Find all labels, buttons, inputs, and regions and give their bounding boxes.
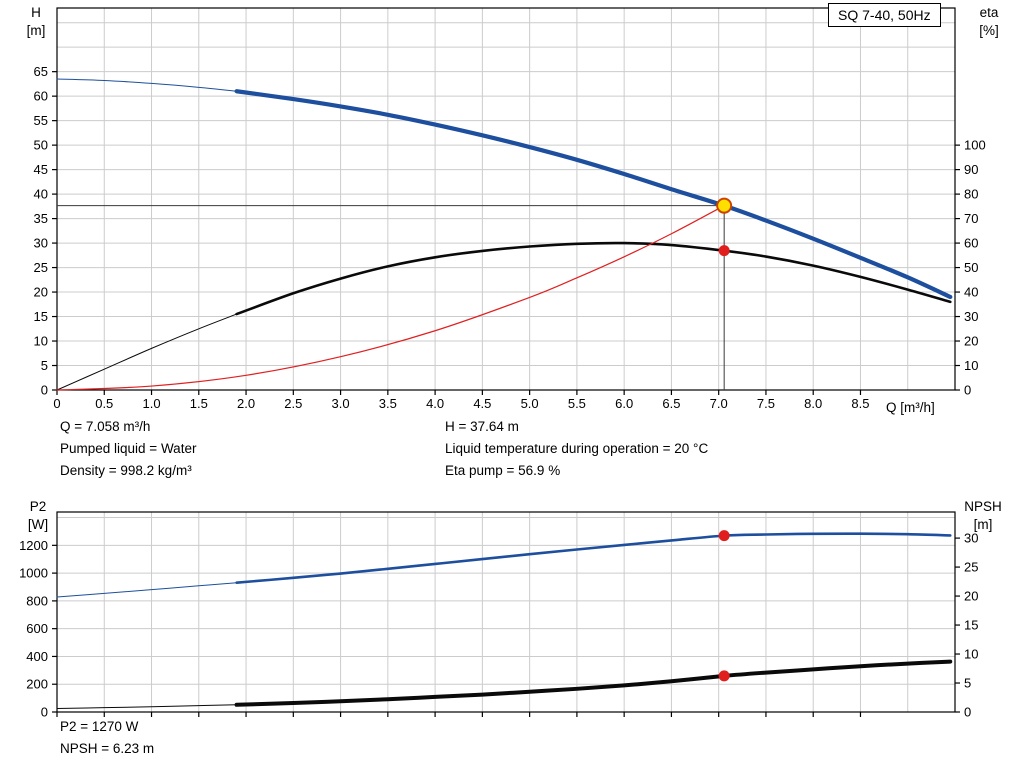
svg-text:25: 25 — [34, 260, 48, 275]
svg-text:3.5: 3.5 — [379, 396, 397, 411]
system-curve — [56, 205, 725, 391]
svg-text:35: 35 — [34, 211, 48, 226]
p2-axis-label: P2 — [29, 499, 47, 514]
svg-text:5: 5 — [41, 358, 48, 373]
svg-text:70: 70 — [964, 211, 978, 226]
annotation-density: Density = 998.2 kg/m³ — [60, 463, 192, 478]
svg-text:30: 30 — [34, 236, 48, 251]
svg-text:60: 60 — [964, 236, 978, 251]
svg-text:60: 60 — [34, 89, 48, 104]
svg-text:45: 45 — [34, 162, 48, 177]
duty-point-marker — [716, 197, 733, 214]
efficiency-curve — [235, 241, 952, 316]
svg-text:0: 0 — [41, 383, 48, 398]
svg-text:7.5: 7.5 — [757, 396, 775, 411]
npsh-axis-unit: [m] — [973, 517, 993, 532]
head-curve — [234, 89, 953, 300]
svg-text:6.0: 6.0 — [615, 396, 633, 411]
eta-axis-unit: [%] — [979, 23, 999, 38]
svg-text:5.5: 5.5 — [568, 396, 586, 411]
svg-text:2.5: 2.5 — [284, 396, 302, 411]
annotation-liquid-temperature: Liquid temperature during operation = 20… — [445, 441, 709, 456]
svg-text:50: 50 — [34, 138, 48, 153]
pump-model-title: SQ 7-40, 50Hz — [838, 7, 931, 23]
svg-text:25: 25 — [964, 560, 978, 575]
svg-text:5: 5 — [964, 676, 971, 691]
svg-text:200: 200 — [26, 677, 48, 692]
p2-axis-unit: [W] — [27, 517, 49, 532]
annotation-head: H = 37.64 m — [445, 419, 519, 434]
svg-text:0: 0 — [964, 705, 971, 720]
npsh-curve — [234, 659, 953, 707]
svg-text:65: 65 — [34, 64, 48, 79]
svg-text:1200: 1200 — [19, 538, 48, 553]
svg-text:3.0: 3.0 — [332, 396, 350, 411]
svg-text:800: 800 — [26, 593, 48, 608]
npsh-point-marker — [718, 670, 730, 682]
svg-text:1000: 1000 — [19, 566, 48, 581]
annotation-flow: Q = 7.058 m³/h — [60, 419, 151, 434]
svg-text:0: 0 — [964, 383, 971, 398]
svg-text:20: 20 — [34, 285, 48, 300]
eta-point-marker — [718, 245, 730, 257]
svg-text:0.5: 0.5 — [95, 396, 113, 411]
npsh-axis-label: NPSH — [964, 499, 1002, 514]
npsh-curve-thin — [56, 704, 238, 710]
head-curve-thin — [56, 78, 238, 92]
svg-text:100: 100 — [964, 138, 986, 153]
svg-text:20: 20 — [964, 334, 978, 349]
qh-eta-chart: 0 5 10 15 20 25 30 35 40 45 50 55 60 65 0 10 20 30 40 50 60 7… — [34, 7, 986, 411]
bottom-left-axis-label: P2 [W] — [16, 498, 60, 534]
bottom-right-axis-label: NPSH [m] — [954, 498, 1012, 534]
svg-text:15: 15 — [964, 618, 978, 633]
svg-text:0: 0 — [41, 705, 48, 720]
svg-text:10: 10 — [964, 647, 978, 662]
svg-text:1.0: 1.0 — [142, 396, 160, 411]
svg-text:90: 90 — [964, 162, 978, 177]
svg-text:40: 40 — [964, 285, 978, 300]
p2-point-marker — [718, 530, 730, 542]
svg-text:4.5: 4.5 — [473, 396, 491, 411]
svg-text:8.0: 8.0 — [804, 396, 822, 411]
svg-text:1.5: 1.5 — [190, 396, 208, 411]
power-curve-thin — [56, 582, 238, 598]
annotation-p2: P2 = 1270 W — [60, 719, 139, 734]
svg-text:80: 80 — [964, 187, 978, 202]
svg-text:20: 20 — [964, 589, 978, 604]
svg-text:10: 10 — [964, 358, 978, 373]
eta-axis-label: eta — [979, 5, 999, 20]
svg-text:30: 30 — [964, 531, 978, 546]
head-axis-label: H — [31, 5, 41, 20]
svg-text:30: 30 — [964, 309, 978, 324]
svg-text:0: 0 — [53, 396, 60, 411]
p2-npsh-chart: 0 200 400 600 800 1000 1200 0 5 10 15 20 25 30 — [19, 511, 978, 720]
svg-text:10: 10 — [34, 334, 48, 349]
svg-text:8.5: 8.5 — [851, 396, 869, 411]
flow-axis-label: Q [m³/h] — [886, 400, 935, 415]
annotation-npsh: NPSH = 6.23 m — [60, 741, 155, 756]
svg-text:7.0: 7.0 — [710, 396, 728, 411]
pump-model-title-box: SQ 7-40, 50Hz — [828, 3, 941, 27]
svg-text:5.0: 5.0 — [521, 396, 539, 411]
svg-text:600: 600 — [26, 621, 48, 636]
annotation-eta-pump: Eta pump = 56.9 % — [445, 463, 561, 478]
svg-text:50: 50 — [964, 260, 978, 275]
power-curve — [235, 532, 952, 584]
svg-text:4.0: 4.0 — [426, 396, 444, 411]
top-right-axis-label: eta [%] — [966, 4, 1012, 40]
svg-text:55: 55 — [34, 113, 48, 128]
svg-text:40: 40 — [34, 187, 48, 202]
annotation-pumped-liquid: Pumped liquid = Water — [60, 441, 197, 456]
svg-text:15: 15 — [34, 309, 48, 324]
head-axis-unit: [m] — [26, 23, 46, 38]
top-left-axis-label: H [m] — [16, 4, 56, 40]
efficiency-curve-thin — [56, 313, 238, 391]
svg-text:2.0: 2.0 — [237, 396, 255, 411]
svg-text:6.5: 6.5 — [662, 396, 680, 411]
svg-text:400: 400 — [26, 649, 48, 664]
